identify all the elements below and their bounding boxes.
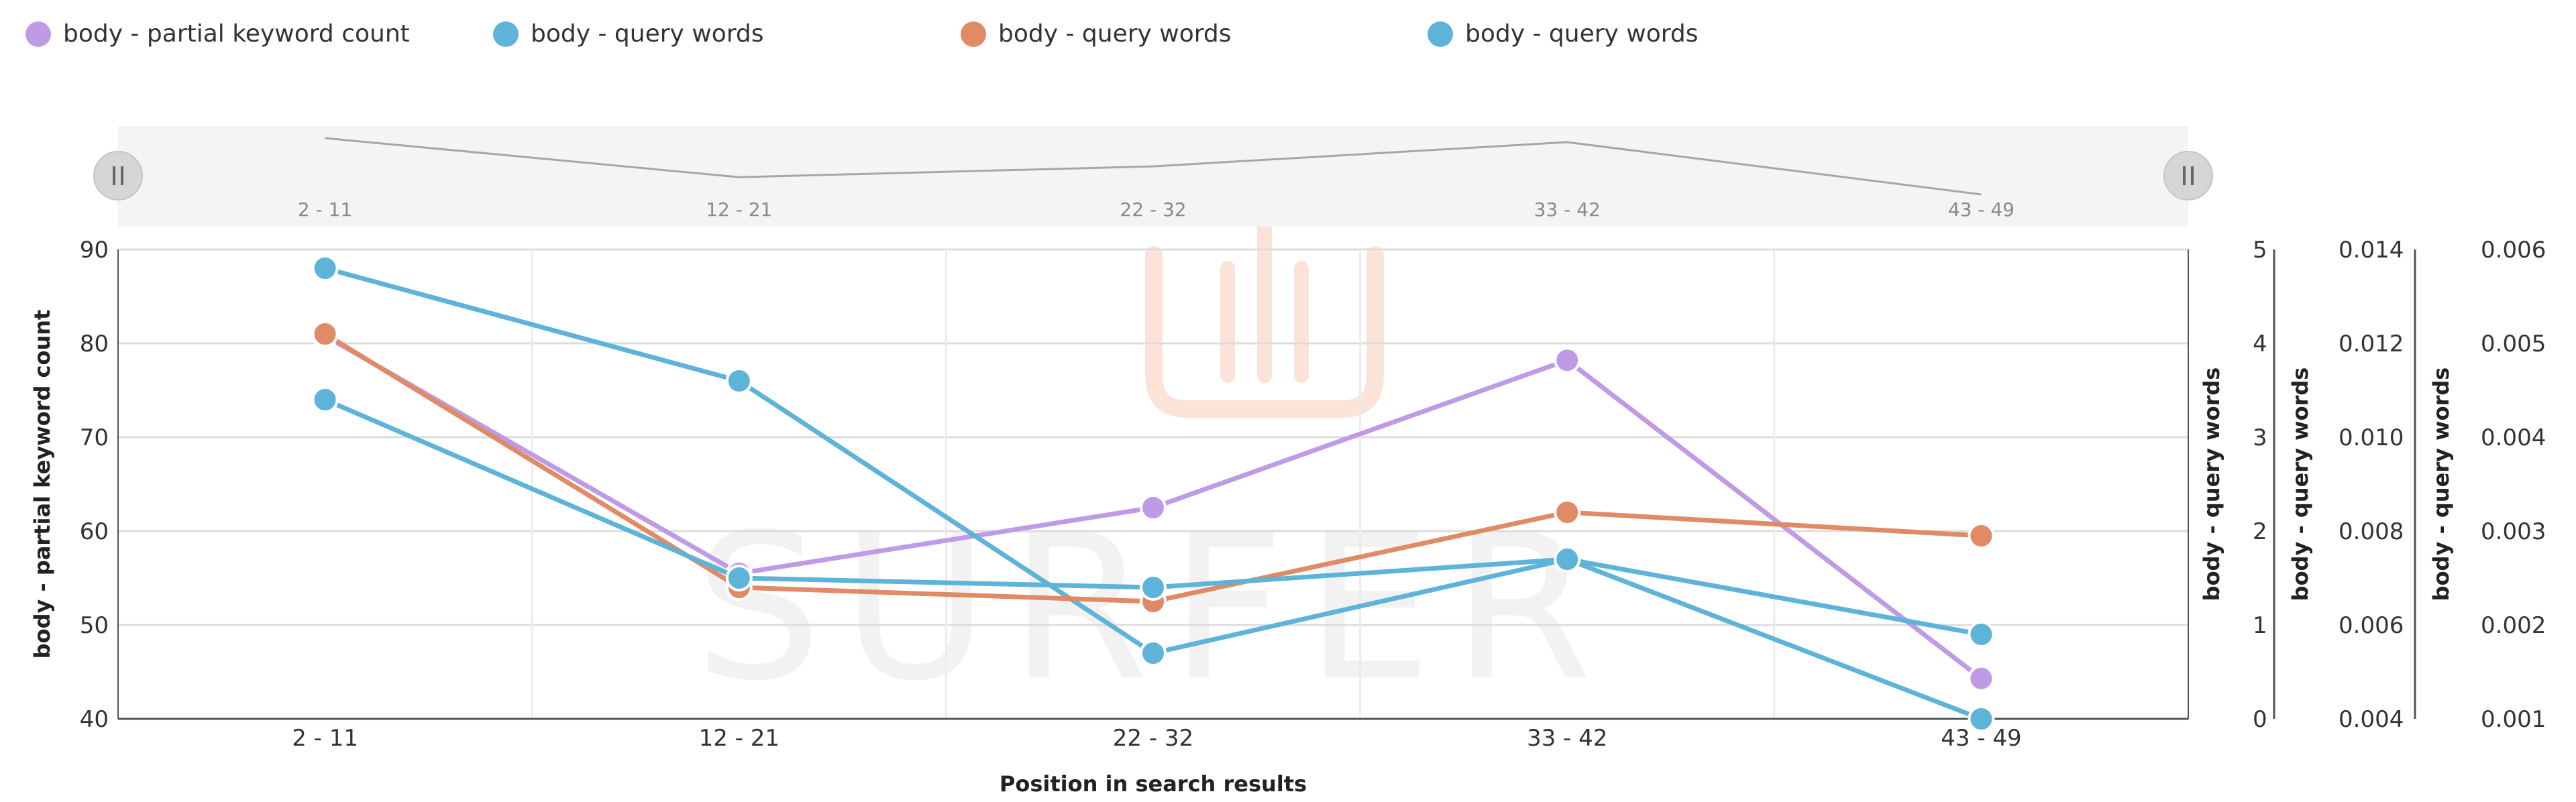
navigator-right-handle[interactable]: [2163, 151, 2213, 200]
legend-item-3[interactable]: body - query words: [961, 20, 1232, 48]
pause-bars-icon: [113, 166, 123, 185]
data-point[interactable]: [1968, 705, 1995, 732]
right-axis-tick-label: 0.012: [2339, 331, 2404, 357]
navigator-left-handle-knob[interactable]: [93, 151, 143, 200]
legend-item-2[interactable]: body - query words: [493, 20, 764, 48]
data-point[interactable]: [311, 321, 339, 347]
data-point[interactable]: [1140, 574, 1167, 601]
navigator-series-line: [325, 137, 1982, 196]
right-axis-tick-label: 5: [2253, 237, 2267, 264]
right-axis-tick-label: 0.010: [2339, 424, 2404, 451]
data-point[interactable]: [311, 255, 339, 282]
navigator-tick-label: 33 - 42: [1534, 198, 1601, 221]
data-point[interactable]: [1140, 640, 1167, 667]
legend-label: body - query words: [531, 20, 764, 48]
right-axis-tick-label: 0.014: [2339, 237, 2404, 264]
right-axis-tick-label: 0: [2253, 706, 2267, 733]
legend-label: body - query words: [1465, 20, 1699, 48]
navigator-tick-label: 12 - 21: [706, 198, 772, 221]
data-point[interactable]: [1968, 522, 1995, 549]
pause-bar: [121, 166, 123, 185]
series-3: [311, 321, 1995, 615]
right-axis-title-r2: body - query words: [2288, 367, 2313, 602]
pause-bar: [113, 166, 115, 185]
x-axis-title: Position in search results: [1000, 771, 1307, 797]
data-point[interactable]: [1554, 546, 1581, 573]
watermark-logo-arrows: [1220, 214, 1309, 383]
legend: body - partial keyword count body - query…: [0, 0, 2576, 74]
data-point[interactable]: [1968, 665, 1995, 692]
right-axis-tick-label: 0.006: [2339, 612, 2404, 639]
x-axis-tick-label: 2 - 11: [292, 725, 358, 752]
right-axis-tick-label: 0.004: [2481, 424, 2546, 451]
right-axis-tick-label: 0.005: [2481, 331, 2546, 357]
pause-bars-icon: [2183, 166, 2194, 185]
watermark-logo: [1145, 214, 1384, 418]
right-axis-title-r3: body - query words: [2428, 367, 2454, 602]
data-point[interactable]: [1554, 347, 1581, 374]
x-axis-tick-label: 22 - 32: [1113, 725, 1193, 752]
navigator-tick-label: 2 - 11: [298, 198, 352, 221]
legend-label: body - partial keyword count: [63, 20, 410, 48]
right-axis-tick-label: 4: [2253, 331, 2267, 357]
legend-marker: [1428, 21, 1453, 47]
navigator-right-handle-knob[interactable]: [2163, 151, 2213, 200]
data-point[interactable]: [1140, 494, 1167, 521]
data-point[interactable]: [1554, 499, 1581, 526]
x-axis-tick-label: 12 - 21: [699, 725, 780, 752]
legend-marker: [961, 21, 986, 47]
series-4: [311, 386, 1995, 648]
legend-item-4[interactable]: body - query words: [1428, 20, 1699, 48]
watermark-logo-cup: [1145, 246, 1384, 418]
left-axis-tick-label: 80: [80, 331, 109, 357]
right-axis-tick-label: 0.002: [2481, 612, 2546, 639]
data-point[interactable]: [725, 367, 753, 394]
navigator-left-handle[interactable]: [93, 151, 143, 200]
navigator-tick-label: 22 - 32: [1120, 198, 1186, 221]
legend-marker: [493, 21, 519, 47]
legend-label: body - query words: [998, 20, 1232, 48]
data-point[interactable]: [725, 565, 753, 591]
right-axis-tick-label: 2: [2253, 518, 2267, 545]
right-axis-tick-label: 0.008: [2339, 518, 2404, 545]
right-axis-tick-label: 0.001: [2481, 706, 2546, 733]
left-axis-tick-label: 90: [80, 237, 109, 264]
right-axis-tick-label: 3: [2253, 424, 2267, 451]
data-point[interactable]: [311, 386, 339, 413]
legend-item-1[interactable]: body - partial keyword count: [25, 20, 410, 48]
right-axis-tick-label: 0.004: [2339, 706, 2404, 733]
pause-bar: [2183, 166, 2186, 185]
left-axis-tick-label: 40: [80, 706, 109, 733]
x-axis-tick-label: 33 - 42: [1527, 725, 1607, 752]
series-2: [311, 255, 1995, 732]
right-axis-tick-label: 1: [2253, 612, 2267, 639]
left-axis-tick-label: 60: [80, 518, 109, 545]
legend-marker: [25, 21, 51, 47]
pause-bar: [2191, 166, 2194, 185]
left-axis-title: body - partial keyword count: [30, 310, 55, 659]
left-axis-tick-label: 70: [80, 424, 109, 451]
data-point[interactable]: [1968, 621, 1995, 648]
right-axis-title-r1: body - query words: [2199, 367, 2224, 602]
right-axis-tick-label: 0.006: [2481, 237, 2546, 264]
right-axis-tick-label: 0.003: [2481, 518, 2546, 545]
navigator-tick-label: 43 - 49: [1948, 198, 2015, 221]
left-axis-tick-label: 50: [80, 612, 109, 639]
